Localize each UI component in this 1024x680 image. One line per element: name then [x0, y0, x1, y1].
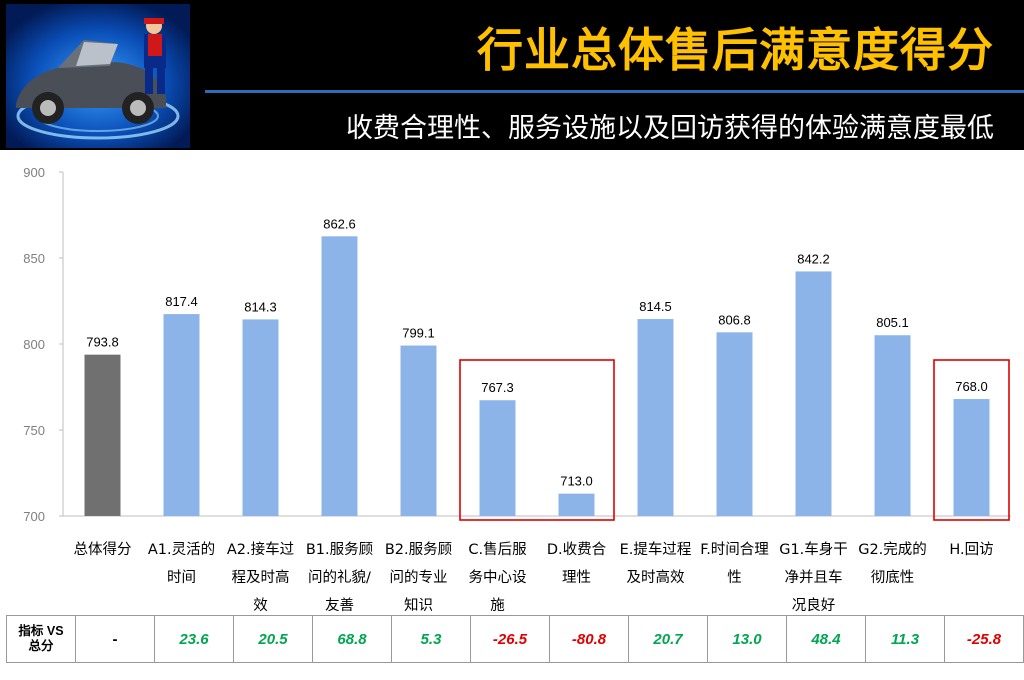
bar-value-label: 713.0	[560, 474, 593, 489]
x-tick-label-line: 总体得分	[73, 542, 132, 558]
difference-cell: 5.3	[391, 615, 471, 663]
x-tick-label-line: 理性	[562, 570, 591, 586]
x-tick-label-line: 性	[727, 570, 742, 586]
difference-cell: 20.7	[628, 615, 708, 663]
bar	[242, 319, 279, 516]
x-tick-label-line: 问的礼貌/	[308, 570, 371, 586]
x-tick-label: D.收费合理性	[537, 536, 617, 592]
x-tick-label: F.时间合理性	[695, 536, 775, 592]
bar	[479, 400, 516, 516]
bar-value-label: 805.1	[876, 315, 909, 330]
x-tick-label-line: 问的专业	[389, 570, 448, 586]
difference-table: 指标 VS 总分 -23.6 20.5 68.8 5.3 -26.5 -80.8 20.7 1…	[6, 615, 1024, 663]
bar-value-label: 814.3	[244, 299, 277, 314]
x-tick-label: G2.完成的 彻底性	[853, 536, 933, 592]
difference-cell: 11.3	[865, 615, 945, 663]
difference-cell: -80.8	[549, 615, 629, 663]
x-tick-label-line: E.提车过程	[619, 542, 692, 558]
x-tick-label: B2.服务顾 问的专业知识	[379, 536, 459, 620]
x-tick-label-line: 净并且车	[784, 570, 843, 586]
x-tick-label: A1.灵活的 时间	[142, 536, 222, 592]
bar-value-label: 799.1	[402, 326, 435, 341]
y-tick-label: 700	[23, 509, 45, 524]
difference-cell: -25.8	[944, 615, 1024, 663]
x-tick-label-line: F.时间合理	[700, 542, 769, 558]
chart-area: 700 750 800 850 900 793.8 817.4 814.3 862.6 799.1…	[0, 150, 1024, 680]
x-tick-label-line: 时间	[167, 570, 196, 586]
bar-value-label: 793.8	[86, 335, 119, 350]
x-tick-label-line: G2.完成的	[858, 542, 927, 558]
row-header-line-1: 指标 VS	[18, 624, 64, 638]
x-tick-label-line: 知识	[404, 598, 433, 614]
category-labels: 总体得分 A1.灵活的 时间 A2.接车过 程及时高效 B1.服务顾 问的礼貌/友善 B2.服…	[0, 536, 1024, 616]
difference-cell: 13.0	[707, 615, 787, 663]
x-tick-label: 总体得分	[63, 536, 143, 564]
row-header-line-2: 总分	[28, 639, 54, 653]
bar-value-label: 862.6	[323, 216, 356, 231]
x-tick-label-line: 及时高效	[626, 570, 685, 586]
x-tick-label-line: 务中心设	[468, 570, 527, 586]
x-tick-label: E.提车过程 及时高效	[616, 536, 696, 592]
y-tick-label: 750	[23, 423, 45, 438]
bar	[400, 345, 437, 516]
x-tick-label-line: B1.服务顾	[305, 542, 374, 558]
bar-chart: 700 750 800 850 900 793.8 817.4 814.3 862.6 799.1…	[23, 165, 1011, 524]
x-tick-label: A2.接车过 程及时高效	[221, 536, 301, 620]
bar-value-label: 814.5	[639, 299, 672, 314]
x-tick-label-line: C.售后服	[468, 542, 527, 558]
x-tick-label-line: A1.灵活的	[147, 542, 216, 558]
y-tick-label: 900	[23, 165, 45, 180]
y-tick-label: 850	[23, 251, 45, 266]
y-tick-label: 800	[23, 337, 45, 352]
x-tick-label: B1.服务顾 问的礼貌/友善	[300, 536, 380, 620]
car-mechanic-logo	[6, 4, 190, 148]
bar-value-label: 817.4	[165, 294, 198, 309]
bar	[637, 319, 674, 516]
x-tick-label-line: 施	[490, 598, 505, 614]
highlight-box	[459, 359, 615, 521]
bar	[558, 493, 595, 516]
bar	[874, 335, 911, 516]
x-tick-label-line: 友善	[325, 598, 354, 614]
highlight-box	[933, 359, 1010, 521]
x-tick-label-line: D.收费合	[546, 542, 607, 558]
bar-value-label: 767.3	[481, 380, 514, 395]
difference-cell: 48.4	[786, 615, 866, 663]
bar	[716, 332, 753, 516]
header-banner: 行业总体售后满意度得分 收费合理性、服务设施以及回访获得的体验满意度最低	[0, 0, 1024, 150]
x-tick-label-line: 况良好	[791, 598, 836, 614]
difference-cell: -26.5	[470, 615, 550, 663]
bar	[163, 314, 200, 516]
bar	[84, 354, 121, 516]
x-tick-label: C.售后服务中心设施	[458, 536, 538, 620]
difference-cell: -	[75, 615, 155, 663]
difference-cell: 23.6	[154, 615, 234, 663]
x-tick-label-line: B2.服务顾	[384, 542, 453, 558]
x-tick-label-line: 程及时高	[231, 570, 290, 586]
title-divider	[205, 90, 1024, 93]
bar-value-label: 842.2	[797, 251, 830, 266]
page-title: 行业总体售后满意度得分	[477, 23, 994, 77]
bar-value-label: 806.8	[718, 312, 751, 327]
x-tick-label-line: H.回访	[949, 542, 994, 558]
difference-row-header: 指标 VS 总分	[6, 615, 76, 663]
x-tick-label-line: 效	[253, 598, 268, 614]
x-tick-label: G1.车身干 净并且车况良好	[774, 536, 854, 620]
difference-cell: 68.8	[312, 615, 392, 663]
page-subtitle: 收费合理性、服务设施以及回访获得的体验满意度最低	[346, 113, 994, 144]
bar-value-label: 768.0	[955, 379, 988, 394]
x-tick-label-line: A2.接车过	[226, 542, 295, 558]
x-tick-label-line: 彻底性	[870, 570, 915, 586]
bar	[953, 399, 990, 516]
difference-row: 指标 VS 总分 -23.6 20.5 68.8 5.3 -26.5 -80.8 20.7 1…	[6, 615, 1024, 663]
x-tick-label-line: G1.车身干	[779, 542, 848, 558]
difference-cell: 20.5	[233, 615, 313, 663]
bar	[795, 271, 832, 516]
x-tick-label: H.回访	[932, 536, 1012, 564]
bar	[321, 236, 358, 516]
